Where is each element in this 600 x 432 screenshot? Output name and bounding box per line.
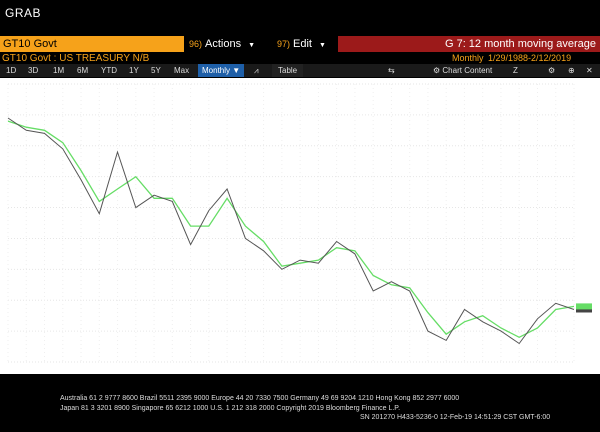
tab-monthly-label: Monthly — [202, 66, 231, 75]
chart-content-button[interactable]: ⚙ Chart Content — [433, 64, 492, 77]
actions-number: 96) — [189, 39, 203, 49]
gear-icon: ⚙ — [433, 66, 441, 75]
tab-1d[interactable]: 1D — [6, 66, 17, 75]
tab-5y[interactable]: 5Y — [151, 66, 161, 75]
tab-monthly-selected[interactable]: Monthly ▼ — [198, 64, 245, 77]
tab-3d[interactable]: 3D — [28, 66, 39, 75]
last-value-marker — [576, 306, 592, 313]
zoom-icon[interactable]: Z — [513, 66, 518, 75]
actions-menu-button[interactable]: 96) Actions ▼ — [189, 36, 255, 52]
last-value-marker — [576, 303, 592, 310]
ticker-field[interactable]: GT10 Govt — [0, 36, 184, 52]
edit-menu-button[interactable]: 97) Edit ▼ — [277, 36, 326, 52]
settings-icon[interactable]: ⚙ — [548, 66, 556, 75]
period-label: Monthly — [452, 53, 484, 63]
yield-line — [7, 117, 575, 345]
close-icon[interactable]: ✕ — [586, 66, 593, 75]
security-name: GT10 Govt : US TREASURY N/B — [2, 53, 150, 64]
tab-1y[interactable]: 1Y — [129, 66, 139, 75]
edit-number: 97) — [277, 39, 291, 49]
date-range-field[interactable]: 1/29/1988-2/12/2019 — [488, 53, 572, 63]
tab-1m[interactable]: 1M — [53, 66, 65, 75]
tab-6m[interactable]: 6M — [77, 66, 89, 75]
tab-max[interactable]: Max — [174, 66, 190, 75]
tab-table[interactable]: Table — [272, 64, 304, 77]
actions-label: Actions — [205, 38, 242, 50]
dropdown-arrow-icon: ▼ — [319, 42, 326, 49]
dropdown-arrow-icon: ▼ — [232, 66, 241, 75]
line-chart-icon[interactable]: ⩘ — [254, 66, 259, 75]
edit-label: Edit — [293, 38, 312, 50]
price-chart[interactable] — [0, 78, 600, 374]
last-value-markers — [576, 303, 592, 313]
session-info: SN 201270 H433-5236-0 12-Feb-19 14:51:29… — [360, 414, 551, 421]
zoom-in-icon[interactable]: ⊕ — [568, 66, 575, 75]
study-title: G 7: 12 month moving average — [338, 36, 600, 52]
tab-ytd[interactable]: YTD — [101, 66, 117, 75]
contact-line-1: Australia 61 2 9777 8600 Brazil 5511 239… — [60, 395, 460, 402]
window-title: GRAB — [5, 6, 42, 20]
contact-line-2: Japan 81 3 3201 8900 Singapore 65 6212 1… — [60, 405, 401, 412]
chart-background — [0, 78, 600, 374]
chart-content-label: Chart Content — [442, 66, 493, 75]
collapse-icon[interactable]: ⇆ — [388, 66, 395, 75]
dropdown-arrow-icon: ▼ — [248, 42, 256, 49]
chart-grid — [7, 83, 575, 363]
